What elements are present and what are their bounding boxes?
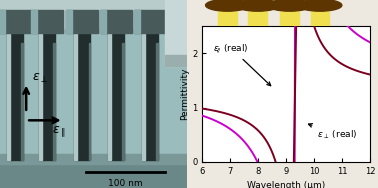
Bar (218, 10, 237, 26)
Bar (74, 23, 77, 160)
Text: $\varepsilon_\perp$ (real): $\varepsilon_\perp$ (real) (308, 124, 358, 141)
Bar (0, 10, 5, 33)
Bar (142, 23, 145, 160)
Bar (280, 10, 299, 26)
Bar (100, 10, 132, 33)
Bar (108, 23, 111, 160)
Bar (89, 43, 90, 160)
Bar (122, 43, 124, 160)
Bar (31, 10, 63, 33)
Text: $\varepsilon_\parallel$: $\varepsilon_\parallel$ (53, 125, 66, 139)
Bar (39, 23, 55, 160)
Bar (108, 23, 124, 160)
Bar (7, 23, 10, 160)
Text: $\varepsilon_\perp$: $\varepsilon_\perp$ (32, 72, 48, 85)
Text: $\varepsilon_{\!/\!/}$ (real): $\varepsilon_{\!/\!/}$ (real) (214, 42, 271, 86)
Bar (0, 154, 187, 164)
Bar (67, 10, 98, 33)
Bar (142, 23, 158, 160)
Bar (311, 10, 329, 26)
X-axis label: Wavelength (μm): Wavelength (μm) (247, 181, 325, 188)
Bar (100, 10, 106, 33)
Bar (156, 43, 158, 160)
Bar (31, 10, 37, 33)
Bar (0, 10, 31, 33)
Bar (248, 10, 267, 26)
Ellipse shape (236, 0, 280, 11)
Bar (53, 43, 55, 160)
Bar (134, 10, 166, 33)
Bar (0, 0, 187, 28)
Bar (165, 55, 187, 66)
Bar (0, 26, 187, 162)
Bar (74, 23, 90, 160)
Ellipse shape (268, 0, 311, 11)
Bar (7, 23, 23, 160)
Text: 100 nm: 100 nm (108, 179, 143, 188)
Bar (0, 162, 187, 188)
Bar (134, 10, 139, 33)
Bar (165, 0, 187, 66)
Y-axis label: Permittivity: Permittivity (180, 68, 189, 120)
Bar (39, 23, 42, 160)
Ellipse shape (298, 0, 342, 11)
Bar (21, 43, 23, 160)
Bar (67, 10, 72, 33)
Ellipse shape (206, 0, 249, 11)
